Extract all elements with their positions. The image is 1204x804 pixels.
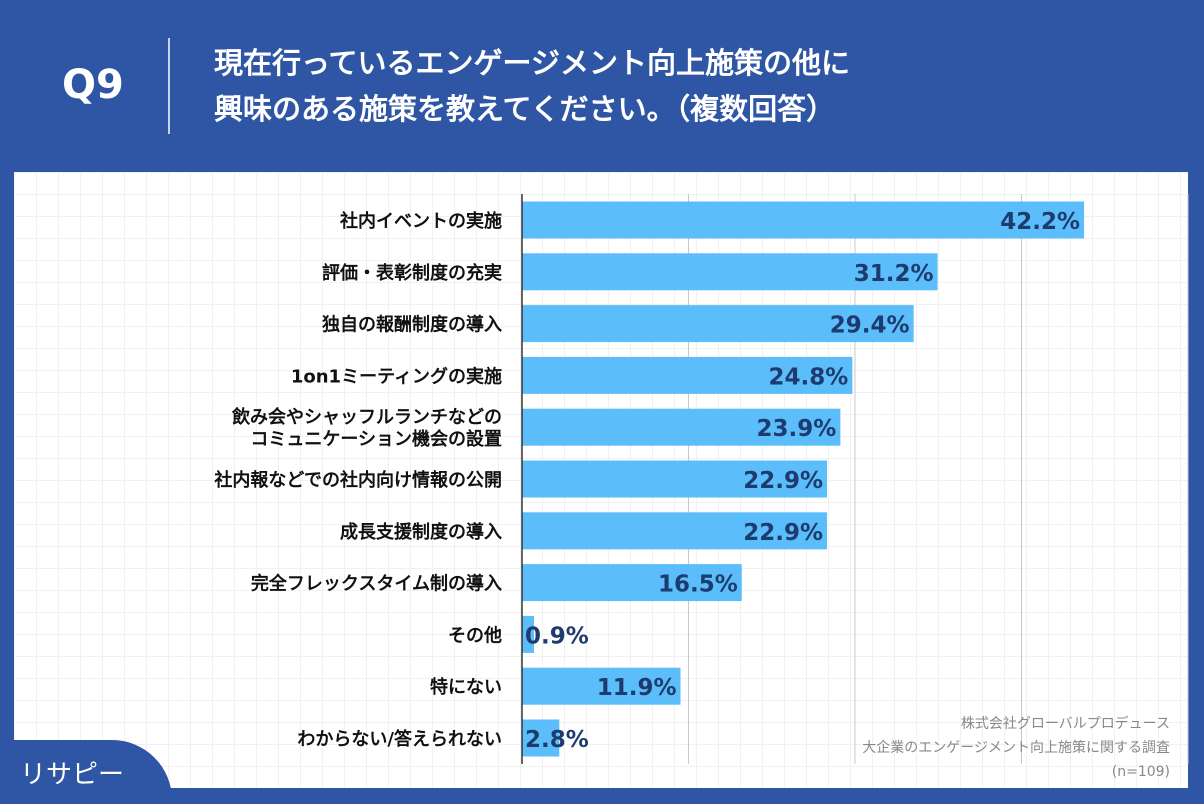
category-label: 社内報などでの社内向け情報の公開 [214, 469, 502, 491]
category-label: 社内イベントの実施 [340, 210, 502, 232]
data-label: 22.9% [743, 520, 823, 546]
category-label: 独自の報酬制度の導入 [322, 314, 502, 336]
bar [522, 615, 534, 653]
data-label: 24.8% [769, 364, 849, 390]
category-label: 完全フレックスタイム制の導入 [251, 573, 502, 595]
source-survey: 大企業のエンゲージメント向上施策に関する調査 [862, 740, 1170, 756]
bar [522, 460, 828, 498]
logo-text: リサピー [20, 760, 125, 790]
bar [522, 564, 742, 602]
category-label: わからない/答えられない [297, 728, 502, 750]
source-note: 株式会社グローバルプロデュース 大企業のエンゲージメント向上施策に関する調査 (… [862, 712, 1170, 784]
bar [522, 253, 938, 291]
category-label: 1on1ミーティングの実施 [291, 365, 502, 387]
data-label: 16.5% [658, 572, 738, 598]
bar [522, 512, 828, 550]
data-label: 29.4% [830, 313, 910, 339]
data-label: 2.8% [525, 727, 589, 753]
category-label: その他 [448, 624, 502, 646]
logo: リサピー [0, 740, 172, 804]
data-label: 11.9% [597, 675, 677, 701]
category-label: 飲み会やシャッフルランチなどの [231, 406, 502, 428]
data-label: 0.9% [525, 623, 589, 649]
category-label: 評価・表彰制度の充実 [322, 262, 502, 284]
data-label: 23.9% [757, 416, 837, 442]
data-label: 31.2% [854, 261, 934, 287]
bar [522, 719, 560, 757]
source-company: 株式会社グローバルプロデュース [960, 716, 1170, 732]
bar [522, 201, 1085, 239]
data-label: 22.9% [743, 468, 823, 494]
data-label: 42.2% [1000, 209, 1080, 235]
category-label: コミュニケーション機会の設置 [250, 428, 502, 450]
bar [522, 408, 841, 446]
sample-size: (n=109) [1111, 764, 1170, 780]
question-number: Q9 [62, 62, 124, 108]
bar [522, 305, 914, 343]
bar [522, 356, 853, 394]
page-title: 現在行っているエンゲージメント向上施策の他に 興味のある施策を教えてください。（… [214, 46, 850, 126]
category-label: 特にない [430, 676, 502, 698]
divider [168, 38, 170, 134]
bar [522, 667, 681, 705]
category-label: 成長支援制度の導入 [340, 521, 502, 543]
